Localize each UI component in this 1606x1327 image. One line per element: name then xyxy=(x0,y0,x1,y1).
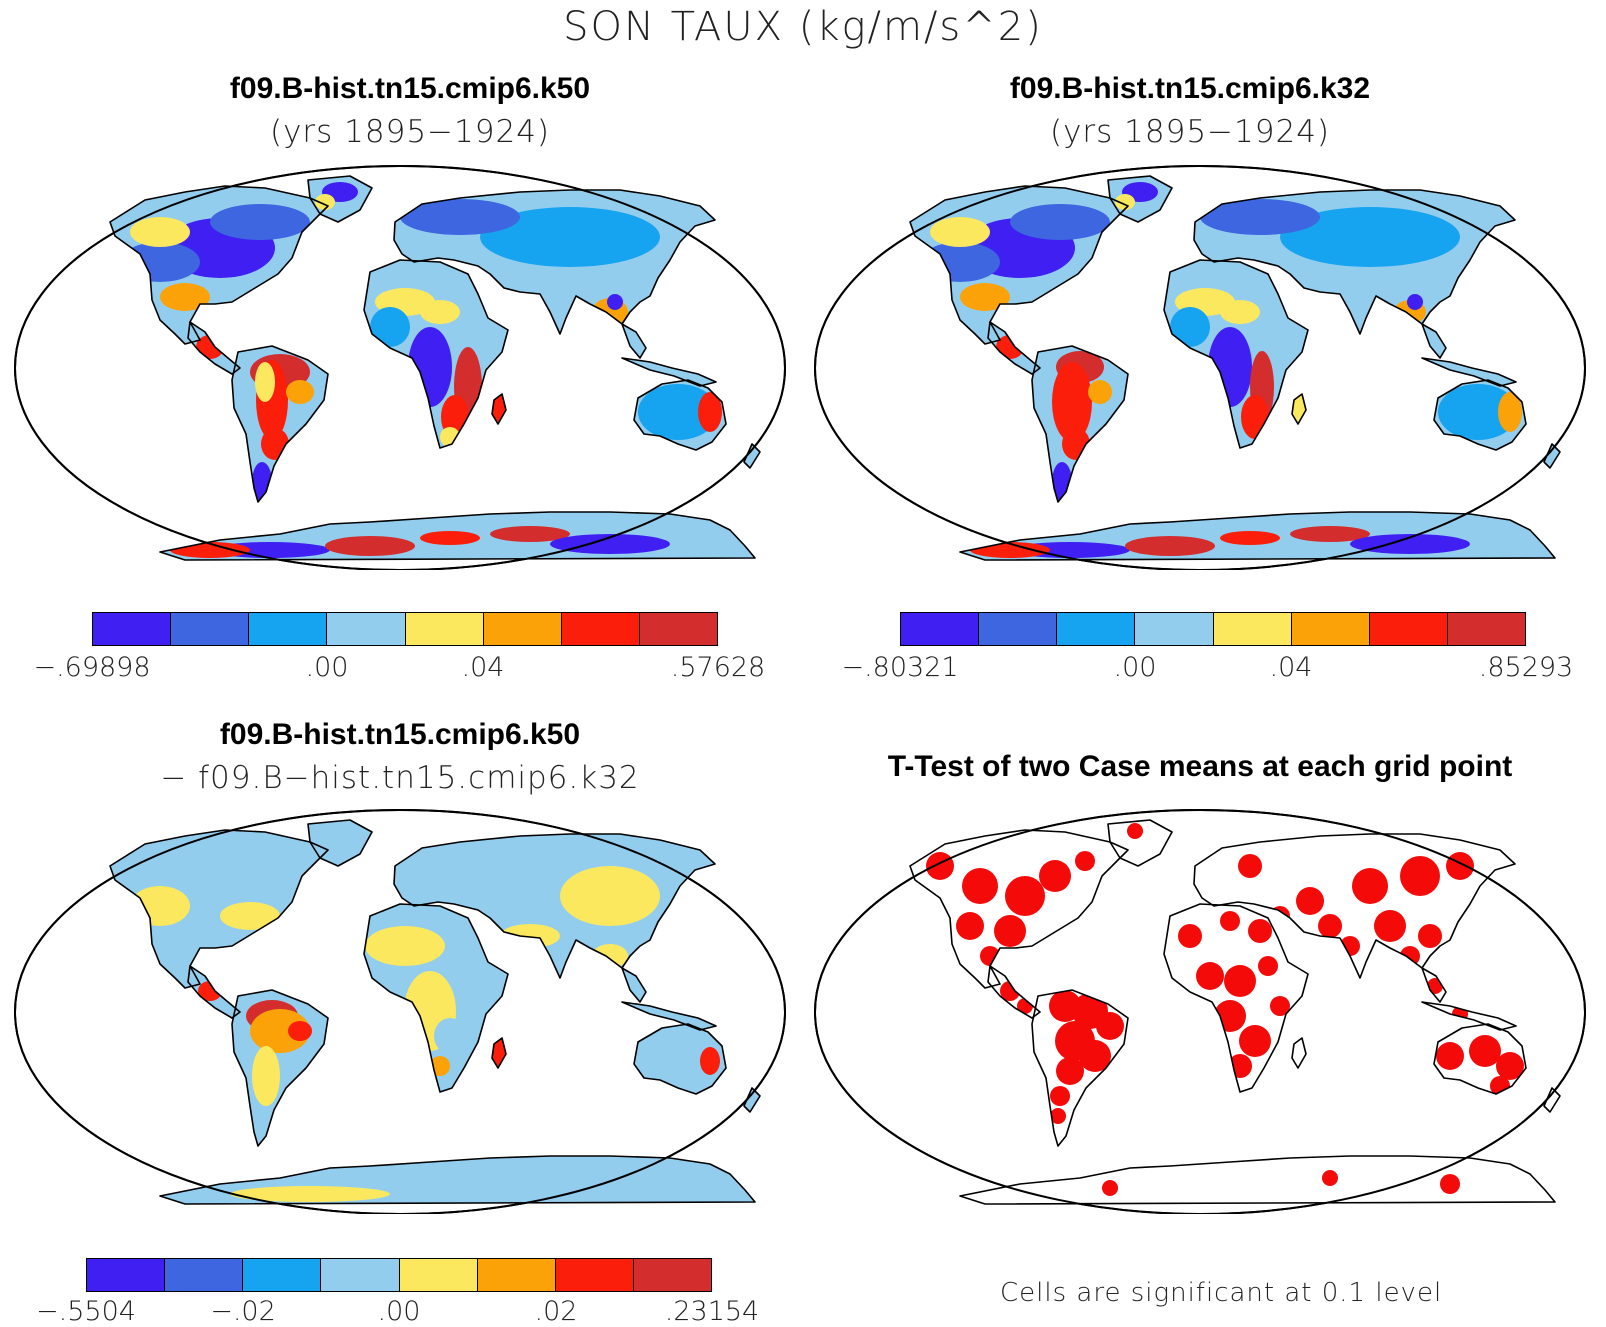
colorbar-swatch xyxy=(399,1259,478,1291)
colorbar-k50-label-min: −.69898 xyxy=(33,652,151,683)
colorbar-k32-label-pos: .04 xyxy=(1269,652,1313,683)
colorbar-swatch xyxy=(1213,613,1292,645)
colorbar-swatch xyxy=(1291,613,1370,645)
colorbar-swatch xyxy=(165,1259,244,1291)
colorbar-k32-label-zero: .00 xyxy=(1113,652,1157,683)
land-indonesia xyxy=(622,1002,716,1030)
colorbar-diff-label-min: −.5504 xyxy=(36,1296,136,1327)
colorbar-diff-label-pos: .02 xyxy=(534,1296,578,1327)
colorbar-diff-label-zero: .00 xyxy=(377,1296,421,1327)
panel-diff-title: f09.B-hist.tn15.cmip6.k50 xyxy=(219,718,581,751)
colorbar-k50-label-pos: .04 xyxy=(461,652,505,683)
colorbar-swatch xyxy=(901,613,980,645)
colorbar-swatch xyxy=(633,1259,711,1291)
colorbar-swatch xyxy=(93,613,172,645)
colorbar-k50-label-max: .57628 xyxy=(670,652,766,683)
land-nz xyxy=(1544,444,1560,468)
colorbar-swatch xyxy=(1135,613,1214,645)
colorbar-swatch xyxy=(979,613,1058,645)
colorbar-swatch xyxy=(321,1259,400,1291)
colorbar-swatch xyxy=(1369,613,1448,645)
colorbar-swatch xyxy=(483,613,562,645)
panel-k50-title: f09.B-hist.tn15.cmip6.k50 xyxy=(229,72,591,105)
panel-k50-subtitle: (yrs 1895−1924) xyxy=(269,114,551,150)
panel-k32-title: f09.B-hist.tn15.cmip6.k32 xyxy=(1009,72,1371,105)
colorbar-k50 xyxy=(92,612,718,646)
colorbar-swatch xyxy=(243,1259,322,1291)
land-indonesia xyxy=(1422,358,1516,386)
colorbar-swatch xyxy=(561,613,640,645)
significance-note: Cells are significant at 0.1 level xyxy=(1000,1278,1443,1308)
map-k32 xyxy=(814,165,1586,570)
land-madagascar xyxy=(1292,1038,1306,1068)
colorbar-swatch xyxy=(477,1259,556,1291)
panel-k32-subtitle: (yrs 1895−1924) xyxy=(1049,114,1331,150)
colorbar-k32-label-min: −.80321 xyxy=(841,652,959,683)
colorbar-k32 xyxy=(900,612,1526,646)
colorbar-swatch xyxy=(405,613,484,645)
colorbar-diff-label-neg: −.02 xyxy=(210,1296,276,1327)
colorbar-swatch xyxy=(249,613,328,645)
land-nz xyxy=(744,1088,760,1112)
colorbar-swatch xyxy=(639,613,717,645)
colorbar-swatch xyxy=(87,1259,166,1291)
colorbar-diff-label-max: .23154 xyxy=(664,1296,760,1327)
land-africa xyxy=(1164,904,1308,1092)
land-nz xyxy=(1544,1088,1560,1112)
colorbar-swatch xyxy=(327,613,406,645)
map-k50 xyxy=(14,165,786,570)
land-seasia xyxy=(622,968,646,1002)
map-diff xyxy=(14,809,786,1214)
land-seasia xyxy=(622,324,646,358)
colorbar-k32-label-max: .85293 xyxy=(1478,652,1574,683)
figure-title: SON TAUX (kg/m/s^2) xyxy=(563,4,1043,50)
land-seasia xyxy=(1422,324,1446,358)
colorbar-swatch xyxy=(171,613,250,645)
colorbar-swatch xyxy=(1447,613,1525,645)
land-indonesia xyxy=(1422,1002,1516,1030)
land-nz xyxy=(744,444,760,468)
land-indonesia xyxy=(622,358,716,386)
map-ttest xyxy=(814,809,1586,1214)
colorbar-swatch xyxy=(1057,613,1136,645)
panel-ttest-title: T-Test of two Case means at each grid po… xyxy=(887,750,1513,783)
colorbar-diff xyxy=(86,1258,712,1292)
panel-diff-subtitle: − f09.B−hist.tn15.cmip6.k32 xyxy=(160,760,640,796)
colorbar-swatch xyxy=(555,1259,634,1291)
colorbar-k50-label-zero: .00 xyxy=(305,652,349,683)
